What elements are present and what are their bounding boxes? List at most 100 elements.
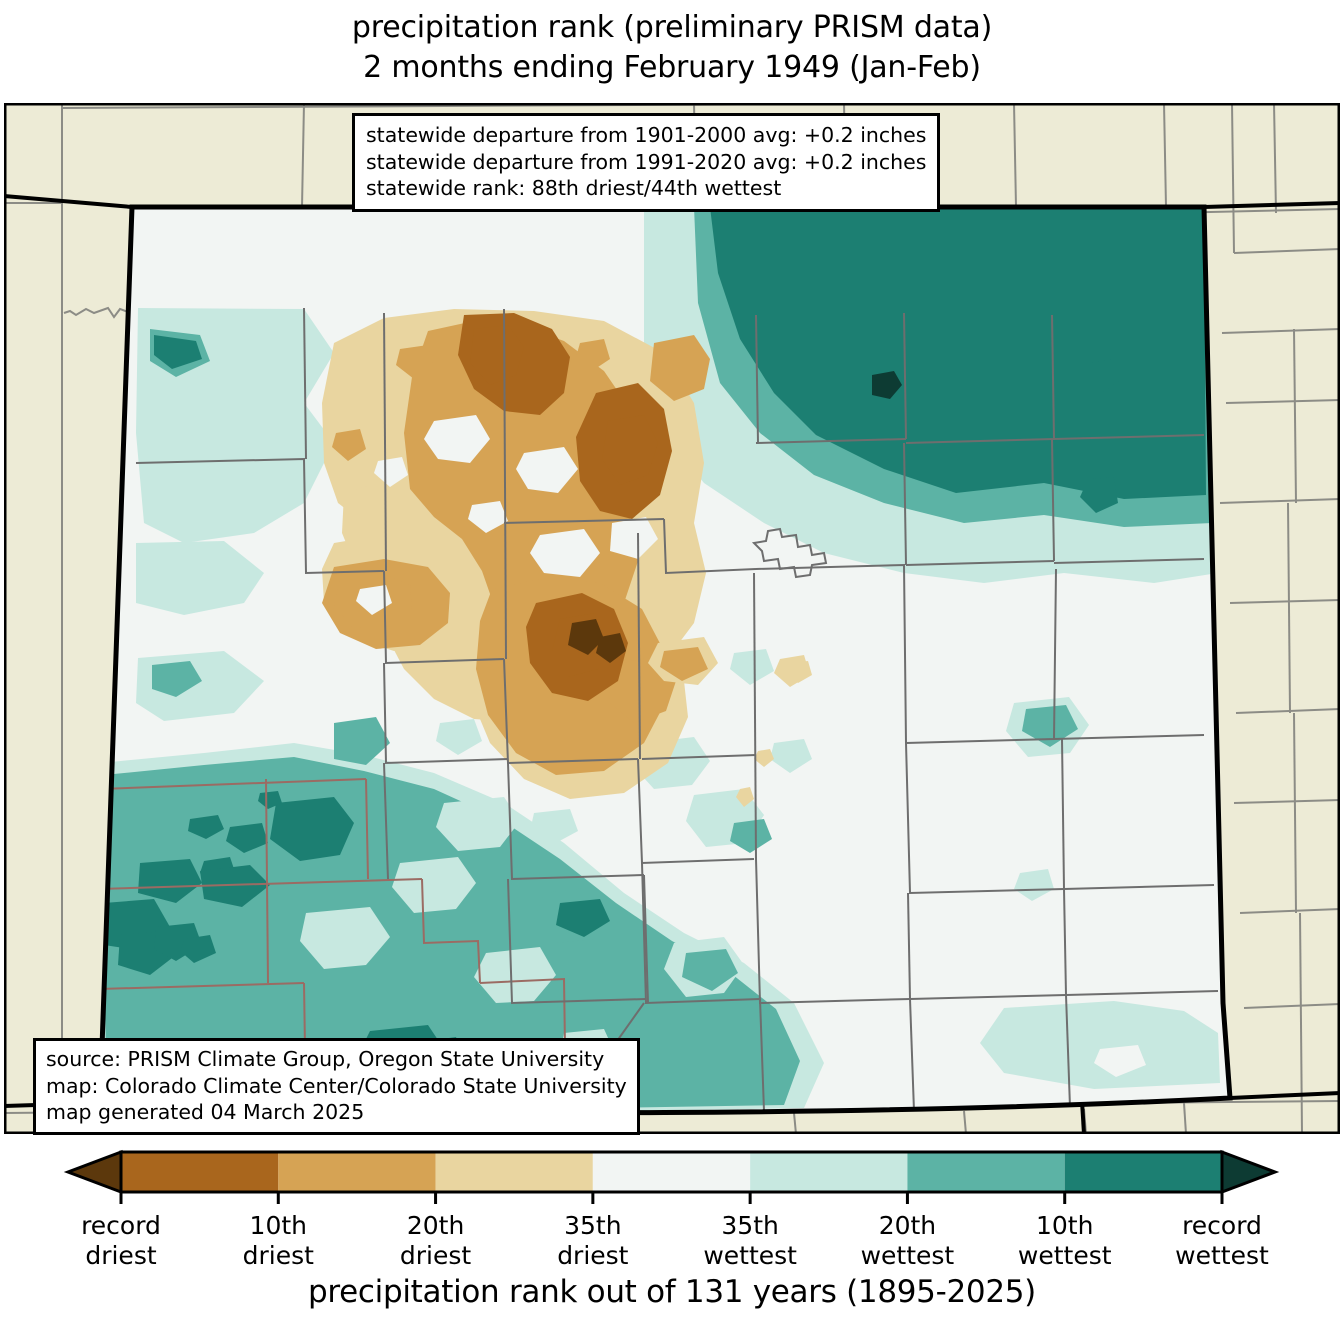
class-20th-driest-dot-f <box>332 429 366 461</box>
colorbar-tick-label-bottom-4: wettest <box>703 1241 797 1270</box>
stats-departure-1901-2000: statewide departure from 1901-2000 avg: … <box>366 123 927 147</box>
colorbar-band-1 <box>278 1152 436 1192</box>
class-35th-wettest-mid-f <box>730 649 774 685</box>
class-record-driest-b <box>596 633 626 663</box>
neighbor-state-borders <box>4 194 1340 1134</box>
class-35th-wettest-east-b <box>1014 869 1054 901</box>
class-10th-wettest-sw-b <box>188 815 224 839</box>
colorbar-tick-label-7: record wettest <box>1175 1211 1269 1270</box>
colorbar-tick-label-0: record driest <box>81 1211 161 1270</box>
colorbar-tick-label-bottom-0: driest <box>85 1241 156 1270</box>
colorbar-band-3 <box>592 1152 751 1192</box>
class-10th-wettest-sw-c <box>226 823 268 853</box>
colorbar-ticks <box>119 1192 1224 1204</box>
class-20th-driest-dot-e <box>396 345 434 379</box>
colorbar-tick-label-5: 20th wettest <box>861 1211 955 1270</box>
class-35th-wettest-mid-g <box>436 719 482 755</box>
class-20th-driest-dot-b <box>660 647 708 681</box>
class-10th-driest-patch-b <box>602 415 658 485</box>
colorbar-tick-label-top-4: 35th <box>721 1211 778 1240</box>
class-record-wettest-ne <box>872 371 902 399</box>
colorbar-panel: record driest 10th driest 20th driest 35th drie… <box>0 1140 1344 1270</box>
source-generated-line: map generated 04 March 2025 <box>46 1100 365 1124</box>
class-20th-driest-patch-b <box>650 335 710 401</box>
class-10th-wettest-ne <box>710 207 1206 499</box>
class-20th-driest-dot-d <box>576 339 610 371</box>
class-near-normal-hole-b <box>438 429 480 459</box>
colorbar-band-0 <box>121 1152 279 1192</box>
colorbar-band-5 <box>907 1152 1065 1192</box>
class-35th-driest-dot-e <box>786 661 812 683</box>
map-panel <box>4 103 1340 1134</box>
source-data-line: source: PRISM Climate Group, Oregon Stat… <box>46 1047 605 1071</box>
class-10th-wettest-sw-j <box>180 935 216 963</box>
colorado-precipitation-rank-map <box>4 103 1340 1134</box>
colorbar-tick-label-top-1: 10th <box>250 1211 307 1240</box>
class-20th-wettest-mid-d <box>682 949 738 991</box>
class-10th-wettest-sw-a <box>270 797 354 861</box>
colorbar-tick-label-top-5: 20th <box>879 1211 936 1240</box>
class-35th-wettest-mid-i <box>436 797 520 851</box>
class-near-normal-se-hole <box>1094 1045 1146 1077</box>
colorbar-tick-label-bottom-6: wettest <box>1018 1241 1112 1270</box>
class-35th-driest-dot-c <box>736 787 754 807</box>
class-10th-wettest-sw-m <box>258 791 282 809</box>
class-record-driest-a <box>568 619 604 655</box>
colorado-county-lines <box>100 307 1219 1113</box>
colorbar-tick-label-6: 10th wettest <box>1018 1211 1112 1270</box>
page-title-line-1: precipitation rank (preliminary PRISM da… <box>351 10 993 45</box>
colorbar-bands <box>63 1149 1280 1195</box>
class-near-normal-hole-h <box>356 585 392 615</box>
class-near-normal-hole-e <box>610 517 658 559</box>
class-35th-wettest-mid-l <box>474 947 556 1003</box>
class-20th-wettest-mid-e <box>334 717 390 765</box>
class-35th-wettest-mid-e <box>770 739 812 773</box>
stats-statewide-rank: statewide rank: 88th driest/44th wettest <box>366 176 782 200</box>
class-35th-wettest-mid-h <box>530 809 578 845</box>
class-10th-wettest-mid-a <box>556 899 610 937</box>
colorbar-tick-label-top-7: record <box>1182 1211 1262 1240</box>
colorbar-over-arrow <box>1220 1149 1280 1195</box>
class-10th-driest-patch-a <box>470 325 524 385</box>
colorbar-tick-label-top-0: record <box>81 1211 161 1240</box>
colorbar-band-2 <box>435 1152 593 1192</box>
colorbar-band-6 <box>1064 1152 1222 1192</box>
class-20th-wettest-sw <box>104 757 800 1111</box>
map-frame <box>4 103 1340 1134</box>
colorbar-tick-label-1: 10th driest <box>243 1211 314 1270</box>
colorbar-caption: precipitation rank out of 131 years (189… <box>308 1274 1036 1310</box>
class-35th-wettest-se <box>980 1001 1220 1089</box>
colorbar-tick-label-bottom-3: driest <box>557 1241 628 1270</box>
colorbar-tick-label-3: 35th driest <box>557 1211 628 1270</box>
class-near-normal-hole-f <box>468 501 508 533</box>
class-35th-driest-dot-f <box>754 749 774 767</box>
precipitation-rank-contours <box>100 207 1230 1113</box>
class-10th-wettest-sw-d <box>138 859 202 903</box>
colorbar-tick-label-2: 20th driest <box>400 1211 471 1270</box>
colorbar-tick-label-bottom-1: driest <box>243 1241 314 1270</box>
colorbar-tick-label-bottom-7: wettest <box>1175 1241 1269 1270</box>
class-20th-wettest-mid-c <box>730 819 772 853</box>
class-20th-wettest-east-a <box>1022 705 1078 747</box>
class-35th-wettest-nw-b <box>136 541 264 615</box>
colorbar-tick-label-bottom-5: wettest <box>861 1241 955 1270</box>
class-35th-wettest-mid-j <box>392 857 476 913</box>
source-map-line: map: Colorado Climate Center/Colorado St… <box>46 1073 627 1098</box>
class-10th-wettest-patch-b <box>1080 477 1118 513</box>
source-credits-box: source: PRISM Climate Group, Oregon Stat… <box>33 1038 640 1135</box>
colorbar-tick-label-top-2: 20th <box>407 1211 464 1240</box>
page-title: precipitation rank (preliminary PRISM da… <box>0 8 1344 88</box>
stats-departure-1991-2020: statewide departure from 1991-2020 avg: … <box>366 149 927 174</box>
colorbar-tick-label-bottom-2: driest <box>400 1241 471 1270</box>
class-10th-wettest-nw-a <box>154 335 202 369</box>
class-10th-wettest-patch-a <box>1082 359 1122 393</box>
class-near-normal-hole-d <box>530 529 600 577</box>
statewide-stats-box: statewide departure from 1901-2000 avg: … <box>352 113 941 212</box>
colorbar-tick-label-top-6: 10th <box>1036 1211 1093 1240</box>
class-near-normal-hole-c <box>516 447 578 493</box>
colorbar-tick-label-4: 35th wettest <box>703 1211 797 1270</box>
class-35th-wettest-mid-k <box>300 907 390 969</box>
page-title-line-2: 2 months ending February 1949 (Jan-Feb) <box>363 50 981 85</box>
